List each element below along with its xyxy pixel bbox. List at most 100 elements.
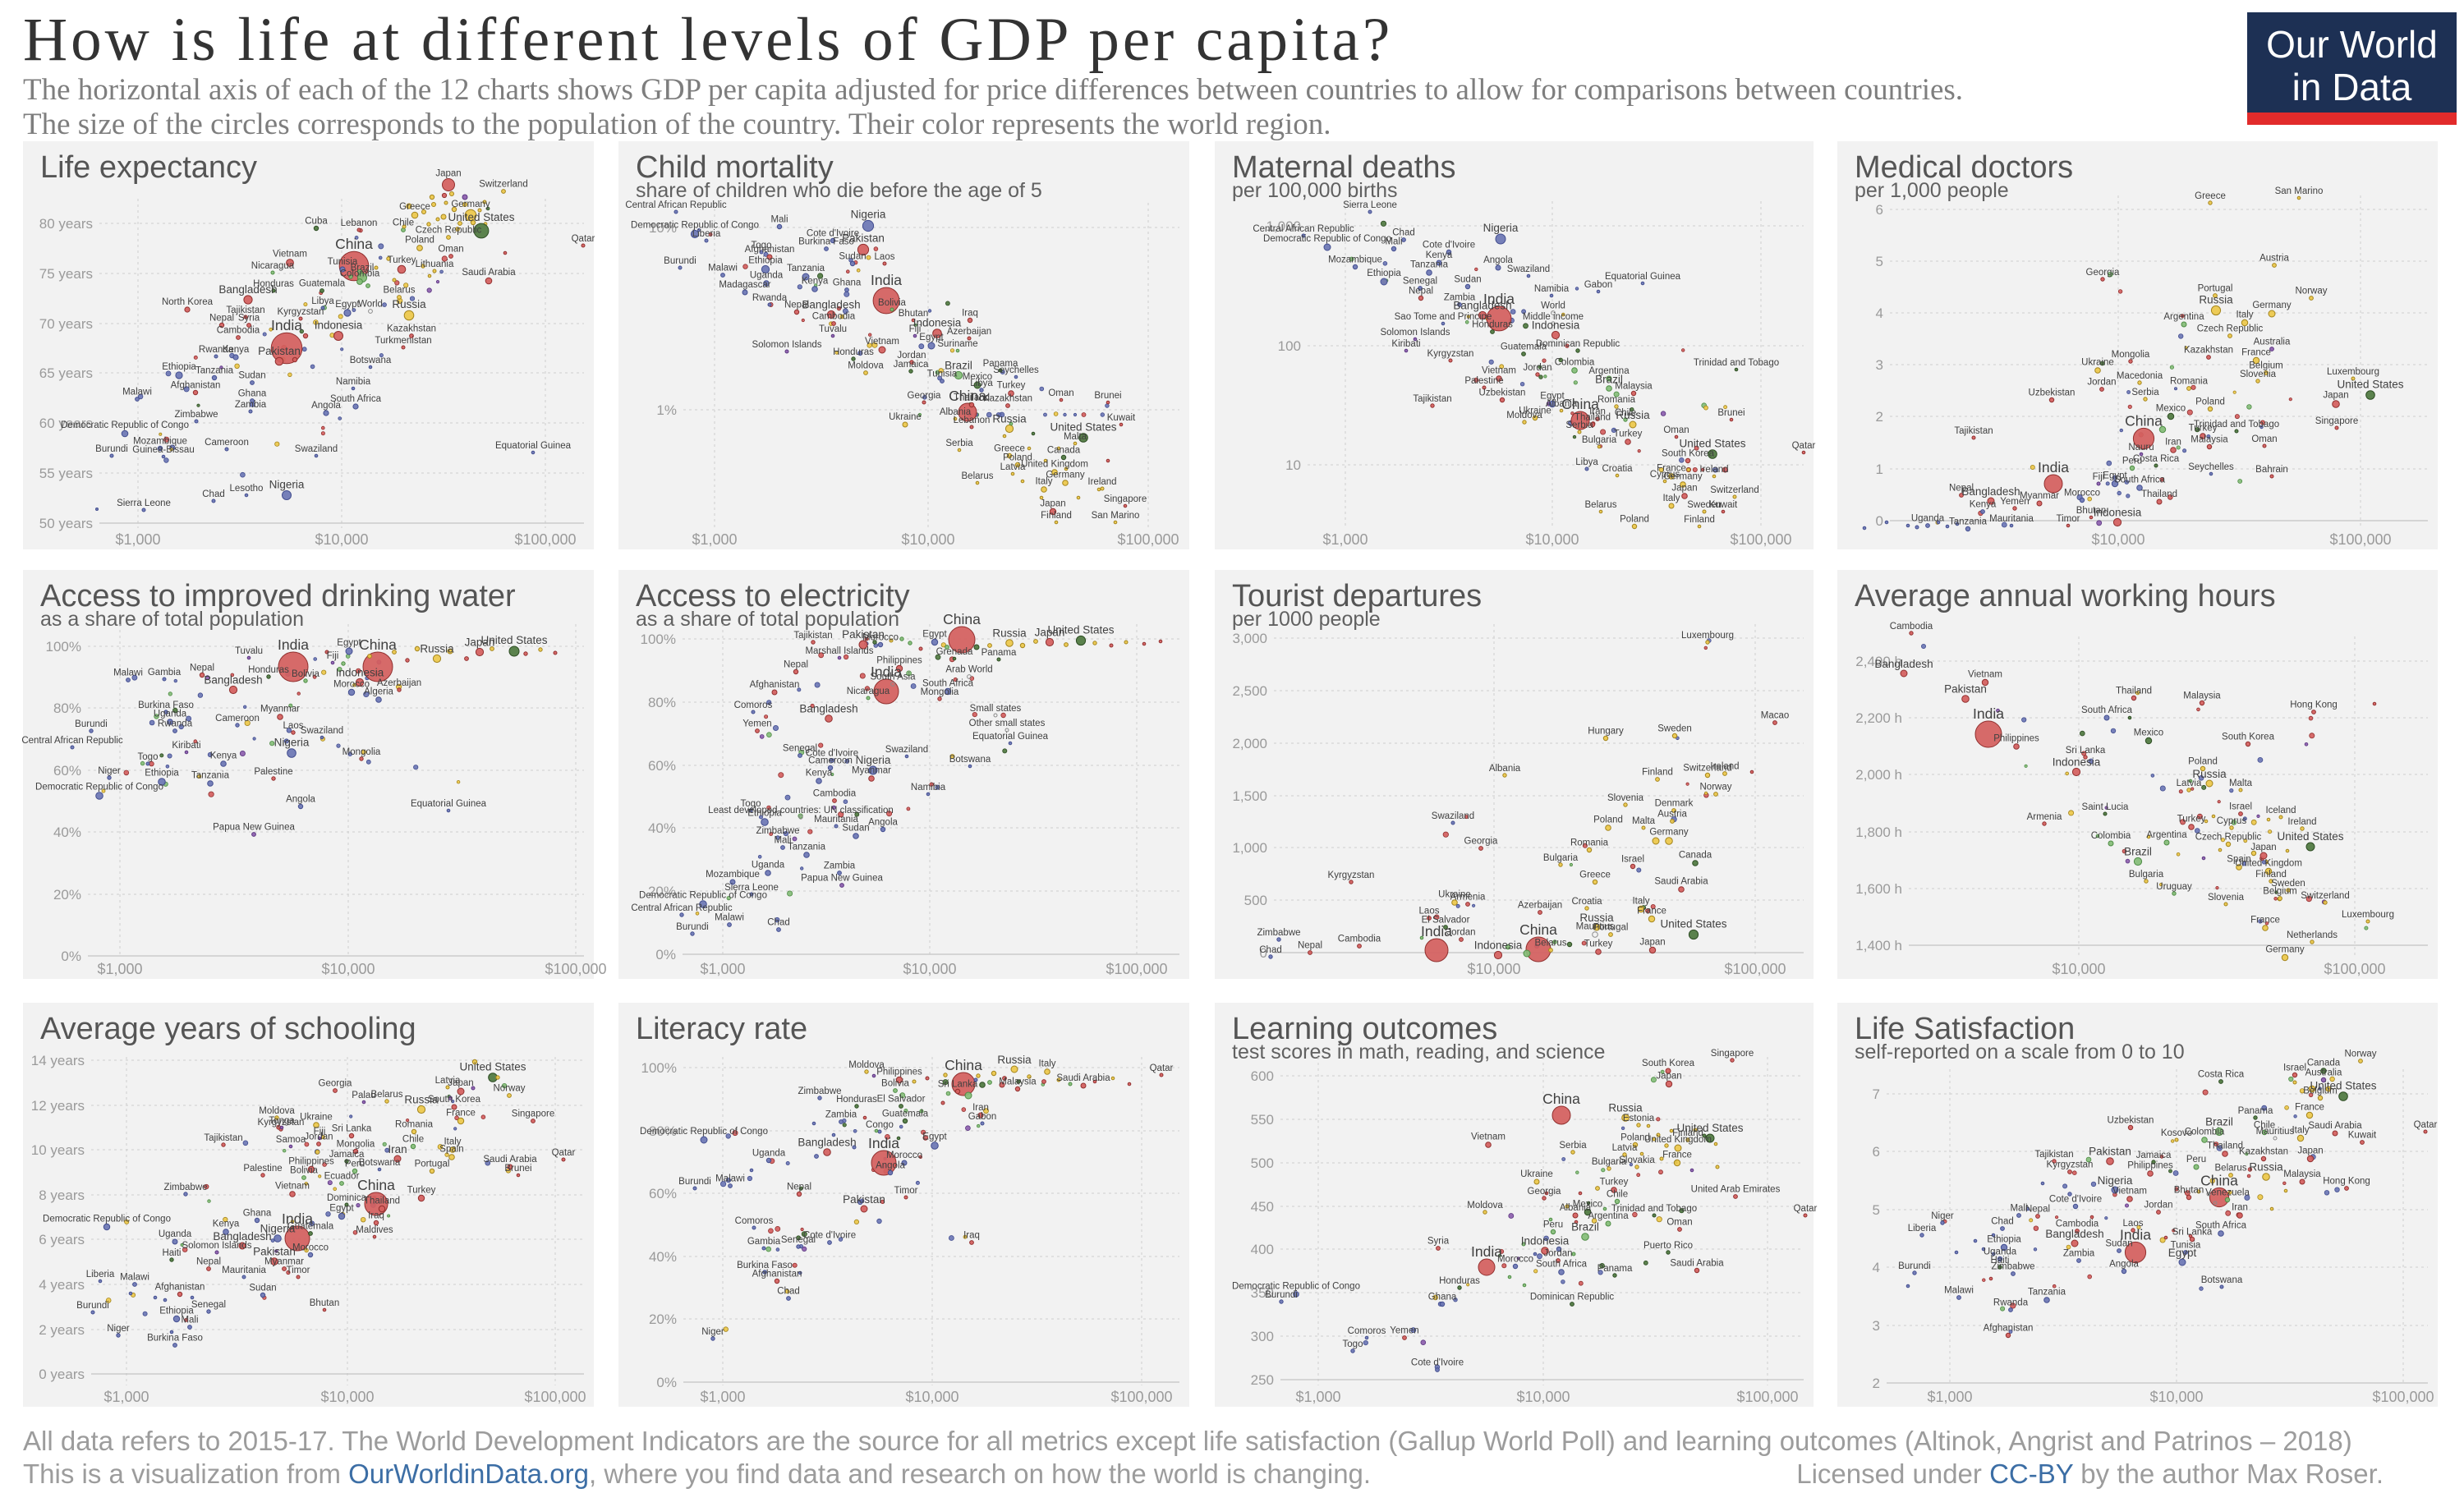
svg-text:Iran: Iran xyxy=(2232,1203,2248,1213)
svg-text:Albania: Albania xyxy=(1489,764,1521,774)
svg-text:Average annual working hours: Average annual working hours xyxy=(1855,579,2276,613)
svg-text:Average years of schooling: Average years of schooling xyxy=(40,1012,416,1046)
svg-text:Timor: Timor xyxy=(894,1186,918,1196)
svg-text:Malawi: Malawi xyxy=(122,388,152,397)
svg-text:Burundi: Burundi xyxy=(75,719,108,729)
svg-text:as a share of total population: as a share of total population xyxy=(636,608,899,631)
svg-text:Russia: Russia xyxy=(1579,912,1614,924)
svg-text:Suriname: Suriname xyxy=(937,339,977,349)
svg-text:Guinea-Bissau: Guinea-Bissau xyxy=(132,445,194,455)
svg-text:Brazil: Brazil xyxy=(2124,845,2152,857)
svg-text:Iran: Iran xyxy=(2165,438,2181,448)
svg-text:Philippines: Philippines xyxy=(1993,734,2039,744)
svg-text:Lithuania: Lithuania xyxy=(416,260,454,269)
svg-text:Laos: Laos xyxy=(283,721,304,731)
svg-text:Spain: Spain xyxy=(2227,855,2250,865)
svg-text:Bolivia: Bolivia xyxy=(290,1166,318,1176)
svg-text:Samoa: Samoa xyxy=(276,1135,306,1145)
svg-text:Kenya: Kenya xyxy=(213,1220,240,1229)
svg-text:Chile: Chile xyxy=(1615,408,1636,418)
svg-text:Bangladesh: Bangladesh xyxy=(798,1137,856,1149)
svg-text:20%: 20% xyxy=(649,1312,677,1327)
svg-text:10: 10 xyxy=(1285,457,1301,473)
svg-text:Senegal: Senegal xyxy=(783,744,817,754)
svg-text:Sudan: Sudan xyxy=(2105,1239,2132,1249)
svg-text:Nigeria: Nigeria xyxy=(856,754,891,766)
svg-text:Jamaica: Jamaica xyxy=(894,360,929,370)
svg-text:Oman: Oman xyxy=(1048,388,1073,398)
svg-text:Indonesia: Indonesia xyxy=(913,317,962,329)
svg-text:Myanmar: Myanmar xyxy=(260,705,300,714)
svg-text:Jordan: Jordan xyxy=(1523,363,1551,373)
svg-text:United States: United States xyxy=(480,634,547,646)
svg-text:Philippines: Philippines xyxy=(288,1156,334,1166)
svg-text:Mali: Mali xyxy=(770,214,788,224)
svg-text:France: France xyxy=(2250,916,2280,926)
svg-text:Burkina Faso: Burkina Faso xyxy=(798,237,854,247)
svg-text:Botswana: Botswana xyxy=(949,755,991,765)
svg-text:$100,000: $100,000 xyxy=(524,1389,586,1405)
svg-text:Mongolia: Mongolia xyxy=(337,1139,375,1149)
svg-text:World: World xyxy=(1541,301,1565,311)
svg-text:Bhutan: Bhutan xyxy=(310,1298,339,1308)
svg-text:Swaziland: Swaziland xyxy=(301,726,343,736)
svg-text:Tanzania: Tanzania xyxy=(195,365,234,375)
svg-text:Qatar: Qatar xyxy=(1150,1063,1174,1073)
svg-text:Kenya: Kenya xyxy=(210,751,237,761)
svg-text:$1,000: $1,000 xyxy=(1927,1389,1972,1405)
svg-text:Iraq: Iraq xyxy=(962,308,978,318)
svg-text:Kyrgyzstan: Kyrgyzstan xyxy=(1427,349,1474,359)
svg-text:Albania: Albania xyxy=(1560,1203,1592,1213)
svg-text:4 years: 4 years xyxy=(39,1277,85,1293)
svg-text:Namibia: Namibia xyxy=(911,783,946,792)
svg-text:2,000: 2,000 xyxy=(1232,736,1267,751)
svg-text:Dominican Republic: Dominican Republic xyxy=(1530,1293,1615,1302)
svg-text:Jordan: Jordan xyxy=(897,351,926,361)
svg-text:60%: 60% xyxy=(53,763,81,779)
svg-text:Cambodia: Cambodia xyxy=(1890,622,1933,632)
svg-text:Botswana: Botswana xyxy=(2201,1275,2243,1285)
svg-text:Equatorial Guinea: Equatorial Guinea xyxy=(495,441,572,451)
svg-text:$100,000: $100,000 xyxy=(1730,531,1791,548)
svg-text:Kenya: Kenya xyxy=(1426,250,1453,260)
svg-text:$1,000: $1,000 xyxy=(1295,1389,1340,1405)
svg-text:Vietnam: Vietnam xyxy=(275,1182,310,1192)
svg-text:Kyrgyzstan: Kyrgyzstan xyxy=(258,1118,305,1128)
svg-text:Gambia: Gambia xyxy=(747,1237,781,1247)
svg-text:Zimbabwe: Zimbabwe xyxy=(163,1183,207,1192)
svg-text:Haiti: Haiti xyxy=(162,1248,181,1258)
svg-text:Latvia: Latvia xyxy=(2177,779,2202,788)
svg-text:Finland: Finland xyxy=(1041,511,1072,521)
svg-text:Finland: Finland xyxy=(1642,768,1673,778)
svg-text:Nigeria: Nigeria xyxy=(269,479,305,491)
svg-text:Central African Republic: Central African Republic xyxy=(631,903,733,913)
svg-text:Senegal: Senegal xyxy=(1403,277,1437,287)
svg-text:Sierra Leone: Sierra Leone xyxy=(117,498,171,508)
svg-text:Japan: Japan xyxy=(2323,391,2348,401)
svg-text:Slovenia: Slovenia xyxy=(1607,793,1644,803)
svg-text:Cyprus: Cyprus xyxy=(2217,816,2247,826)
svg-text:Ethiopia: Ethiopia xyxy=(1987,1234,2021,1244)
svg-text:Tajikistan: Tajikistan xyxy=(1954,426,1993,436)
svg-text:Colombia: Colombia xyxy=(2185,1128,2225,1137)
svg-text:Japan: Japan xyxy=(2297,1146,2323,1155)
svg-text:Botswana: Botswana xyxy=(359,1158,401,1168)
svg-text:Vietnam: Vietnam xyxy=(1968,669,2002,679)
svg-text:Life expectancy: Life expectancy xyxy=(40,150,257,185)
svg-text:Azerbaijan: Azerbaijan xyxy=(1518,901,1562,911)
svg-text:Angola: Angola xyxy=(286,794,315,804)
svg-text:Honduras: Honduras xyxy=(833,347,874,357)
svg-text:Literacy rate: Literacy rate xyxy=(636,1012,807,1046)
svg-text:Finland: Finland xyxy=(1672,1128,1703,1138)
svg-text:Sri Lanka: Sri Lanka xyxy=(2172,1227,2213,1237)
svg-text:Israel: Israel xyxy=(2283,1063,2306,1073)
svg-text:South Korea: South Korea xyxy=(2222,732,2275,742)
svg-text:South Africa: South Africa xyxy=(2114,475,2166,485)
svg-text:Singapore: Singapore xyxy=(1104,494,1147,504)
svg-text:Thailand: Thailand xyxy=(2207,1142,2243,1151)
svg-text:India: India xyxy=(278,636,309,653)
svg-text:Seychelles: Seychelles xyxy=(993,365,1039,375)
svg-text:Sudan: Sudan xyxy=(238,371,265,381)
svg-text:Poland: Poland xyxy=(1620,1132,1650,1142)
svg-text:Tuvalu: Tuvalu xyxy=(819,324,847,334)
